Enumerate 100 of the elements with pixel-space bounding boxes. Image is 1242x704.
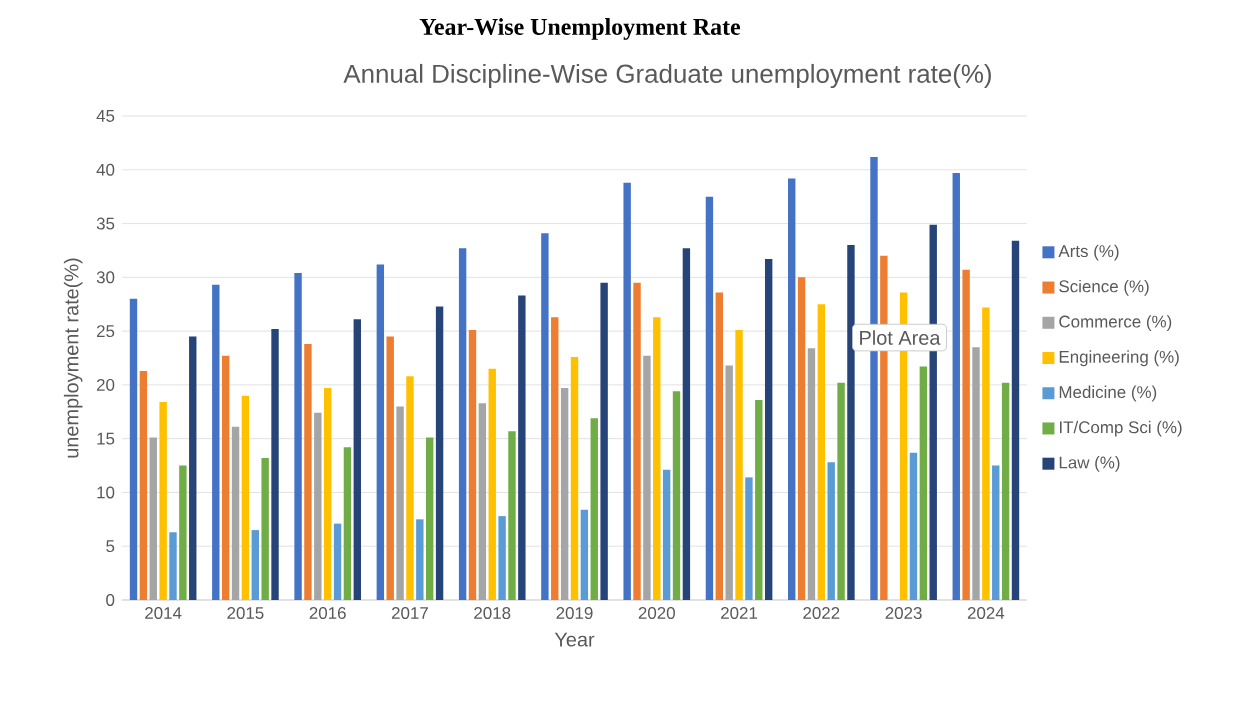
bar — [129, 298, 138, 600]
bar — [982, 307, 990, 600]
bar — [919, 366, 928, 600]
bar — [797, 277, 806, 600]
bar — [159, 402, 167, 600]
bar — [725, 365, 733, 600]
bar — [139, 370, 148, 600]
bar — [600, 282, 608, 600]
bar — [992, 465, 1000, 600]
bar — [426, 437, 434, 600]
legend-label: Arts (%) — [1058, 244, 1119, 261]
bar — [541, 233, 549, 600]
bar — [179, 465, 187, 600]
x-tick-label: 2020 — [638, 607, 675, 620]
bar — [827, 462, 835, 600]
bar — [518, 295, 526, 600]
bar — [837, 382, 845, 600]
bar — [376, 264, 385, 600]
bar — [343, 447, 352, 600]
bar — [672, 391, 681, 600]
bar — [231, 426, 240, 600]
bar — [212, 284, 220, 600]
legend-label: IT/Comp Sci (%) — [1059, 420, 1182, 437]
bar — [909, 452, 918, 600]
y-axis-title: unemployment rate(%) — [63, 258, 83, 458]
y-tick-label: 15 — [97, 432, 115, 445]
legend-label: Law (%) — [1059, 456, 1120, 472]
bar — [788, 178, 796, 600]
bar — [551, 317, 559, 600]
bar — [241, 395, 250, 600]
x-tick-label: 2017 — [391, 607, 428, 620]
bar — [314, 412, 322, 600]
bar — [435, 306, 444, 600]
bar — [149, 437, 157, 600]
bar — [251, 530, 259, 600]
bar — [396, 406, 404, 600]
chart-subtitle: Annual Discipline-Wise Graduate unemployment rate(%) — [343, 63, 991, 89]
bar — [508, 431, 516, 600]
bar — [847, 245, 855, 600]
bar — [807, 348, 816, 600]
y-tick-label: 45 — [96, 110, 115, 122]
x-tick-label: 2023 — [885, 607, 922, 620]
bar — [764, 259, 773, 600]
x-axis-title: Year — [554, 632, 595, 647]
bar — [817, 304, 826, 600]
bar — [1011, 240, 1020, 600]
bar — [705, 196, 714, 600]
x-tick-label: 2014 — [145, 607, 182, 620]
bar — [570, 356, 579, 600]
bar — [952, 173, 960, 600]
bar — [745, 477, 753, 600]
bar — [682, 248, 691, 600]
bar — [271, 328, 279, 600]
bar — [962, 269, 970, 600]
x-tick-label: 2022 — [803, 607, 840, 620]
y-tick-label: 5 — [106, 540, 115, 553]
x-tick-label: 2016 — [309, 607, 346, 620]
bar — [755, 399, 763, 600]
bar — [458, 248, 467, 600]
y-tick-label: 20 — [96, 378, 115, 391]
x-tick-label: 2018 — [474, 607, 511, 620]
bar — [560, 388, 569, 600]
bar — [590, 418, 598, 600]
bar — [416, 519, 424, 600]
bar — [623, 182, 631, 600]
y-tick-label: 25 — [96, 325, 115, 338]
x-tick-label: 2015 — [227, 607, 264, 620]
bar — [735, 330, 743, 600]
legend-label: Medicine (%) — [1059, 385, 1157, 402]
y-tick-label: 35 — [96, 217, 115, 230]
bar — [333, 523, 342, 600]
bar — [221, 355, 230, 600]
bar — [386, 336, 394, 600]
bar — [488, 368, 496, 600]
bar — [169, 532, 177, 600]
bar — [468, 330, 477, 600]
bar — [478, 403, 487, 600]
y-tick-label: 10 — [97, 486, 115, 499]
annotation: Plot Area — [860, 330, 941, 345]
legend-label: Commerce (%) — [1059, 315, 1172, 331]
bar — [715, 292, 724, 600]
bar — [643, 355, 651, 600]
x-tick-label: 2024 — [967, 607, 1005, 620]
bar — [498, 516, 506, 600]
bar — [304, 344, 312, 600]
bar — [189, 336, 197, 600]
bar — [323, 388, 332, 600]
bar — [261, 458, 269, 600]
bar — [972, 347, 980, 600]
bar — [353, 319, 362, 600]
y-tick-label: 40 — [96, 163, 115, 176]
y-tick-label: 0 — [106, 594, 115, 606]
bar — [580, 509, 589, 600]
x-tick-label: 2019 — [556, 607, 593, 620]
x-tick-label: 2021 — [721, 607, 758, 620]
bar — [662, 469, 671, 600]
bar — [1001, 382, 1010, 600]
bar — [294, 273, 302, 600]
bar — [406, 376, 414, 600]
chart-title: Year-Wise Unemployment Rate — [419, 18, 741, 40]
